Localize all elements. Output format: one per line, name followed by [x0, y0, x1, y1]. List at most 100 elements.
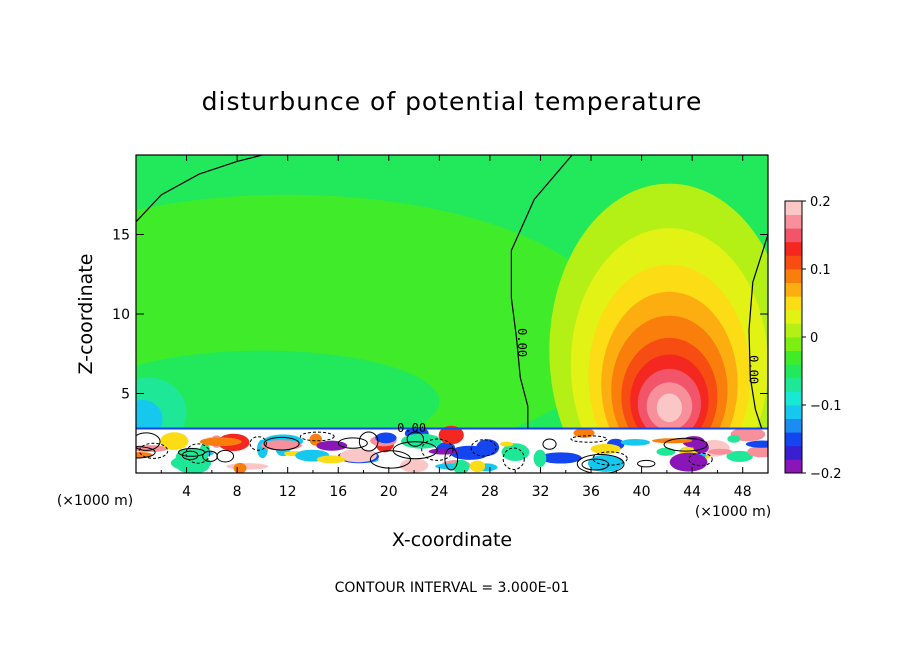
colorbar-swatch [785, 214, 802, 229]
colorbar-swatch [785, 391, 802, 406]
surface-patch [309, 433, 323, 446]
contour-surface [421, 438, 454, 461]
x-axis: 4 8 12 16 20 24 28 32 36 40 44 48 [160, 155, 752, 500]
colorbar-swatch [785, 459, 802, 474]
contour-surface [299, 431, 335, 442]
contour-surface [688, 452, 713, 467]
colorbar-swatch [785, 445, 802, 460]
contour-surface [136, 432, 161, 451]
field-layers [136, 183, 768, 473]
contour-surface [444, 447, 459, 471]
colorbar-tick-label: 0 [810, 331, 818, 346]
colorbar-swatch [785, 282, 802, 297]
colorbar-swatch [785, 201, 802, 215]
contour-zero-northwest [136, 155, 263, 223]
surface-patch [727, 434, 741, 443]
contour-surface [502, 447, 525, 470]
contour-surface [369, 450, 412, 469]
x-tick-label: 36 [582, 484, 600, 500]
colorbar-swatch [785, 337, 802, 351]
colorbar-swatch [785, 269, 802, 283]
x-tick-label: 20 [380, 484, 398, 500]
x-tick-label: 8 [233, 484, 242, 500]
surface-patch [747, 445, 768, 458]
surface-patch [226, 463, 269, 470]
surface-patch [726, 450, 753, 462]
surface-patch [316, 455, 346, 464]
surface-patch [620, 439, 651, 446]
x-tick-label: 32 [532, 484, 550, 500]
colorbar-ticks: 0.2 0.1 0 −0.1 −0.2 [802, 195, 842, 482]
contour-surface [470, 439, 497, 457]
x-tick-label: 4 [182, 484, 191, 500]
surface-patch [260, 440, 302, 451]
colorbar-swatch [785, 296, 802, 311]
x-axis-label: X-coordinate [392, 529, 512, 551]
surface-patch [339, 448, 377, 463]
x-tick-label: 40 [633, 484, 651, 500]
contour-surface [263, 436, 300, 451]
y-axis-label: Z-coordinate [75, 254, 97, 375]
surface-patch [316, 440, 348, 451]
contour-surface [337, 437, 368, 449]
surface-patch [573, 428, 595, 438]
colorbar-swatch [785, 350, 802, 365]
colorbar-swatch [785, 377, 802, 392]
surface-patch [233, 462, 247, 473]
colorbar [784, 200, 803, 474]
contour-surface [663, 437, 708, 452]
x-unit-right: (×1000 m) [695, 504, 771, 520]
surface-patch [438, 425, 464, 445]
x-tick-label: 16 [329, 484, 347, 500]
contour-surface [249, 436, 267, 451]
contour-surface [177, 448, 206, 457]
x-tick-label: 48 [734, 484, 752, 500]
contour-surface [542, 438, 557, 450]
surface-patch [199, 437, 242, 447]
x-tick-label: 44 [683, 484, 701, 500]
colorbar-tick-label: 0.2 [810, 195, 831, 210]
surface-patch [469, 460, 486, 473]
surface-patch [656, 447, 676, 456]
surface-patch [375, 432, 397, 444]
plot-area [136, 155, 768, 473]
surface-patch [745, 440, 768, 448]
surface-patch [533, 449, 547, 468]
colorbar-tick-label: −0.2 [810, 467, 842, 482]
contour-label-1: 0.00 [515, 328, 529, 357]
field-region-cool-core [136, 350, 440, 453]
surface-patch [669, 452, 708, 472]
surface-patch [501, 443, 530, 462]
colorbar-swatch [785, 309, 802, 324]
surface-patch [400, 458, 429, 473]
surface-patch [476, 439, 500, 456]
colorbar-swatch [785, 364, 802, 379]
contour-label-3: 0.00 [397, 421, 426, 435]
colorbar-swatch [785, 323, 802, 338]
colorbar-swatch [785, 241, 802, 256]
contour-surface [637, 459, 656, 468]
surface-patch [590, 443, 621, 455]
contour-surface [581, 458, 610, 471]
contour-surface [392, 441, 438, 460]
colorbar-tick-label: 0.1 [810, 263, 831, 278]
colorbar-swatch [785, 228, 802, 243]
x-tick-label: 24 [430, 484, 448, 500]
contour-surface [358, 431, 379, 452]
surface-turbulent-layer [136, 425, 768, 473]
contour-surface [592, 451, 628, 466]
contour-surface [570, 435, 608, 443]
surface-patch [652, 438, 693, 444]
y-tick-label: 15 [112, 228, 130, 244]
colorbar-swatch [785, 255, 802, 270]
colorbar-swatch [785, 432, 802, 447]
contour-surface [138, 442, 169, 459]
x-unit-left: (×1000 m) [57, 493, 133, 509]
contour-surface [216, 449, 235, 463]
plume-level-10 [656, 393, 683, 423]
contour-zero-central [510, 155, 573, 429]
contour-labels: 0.00 0.00 0.00 [397, 328, 760, 435]
x-tick-label: 12 [279, 484, 297, 500]
surface-patch [500, 441, 514, 447]
